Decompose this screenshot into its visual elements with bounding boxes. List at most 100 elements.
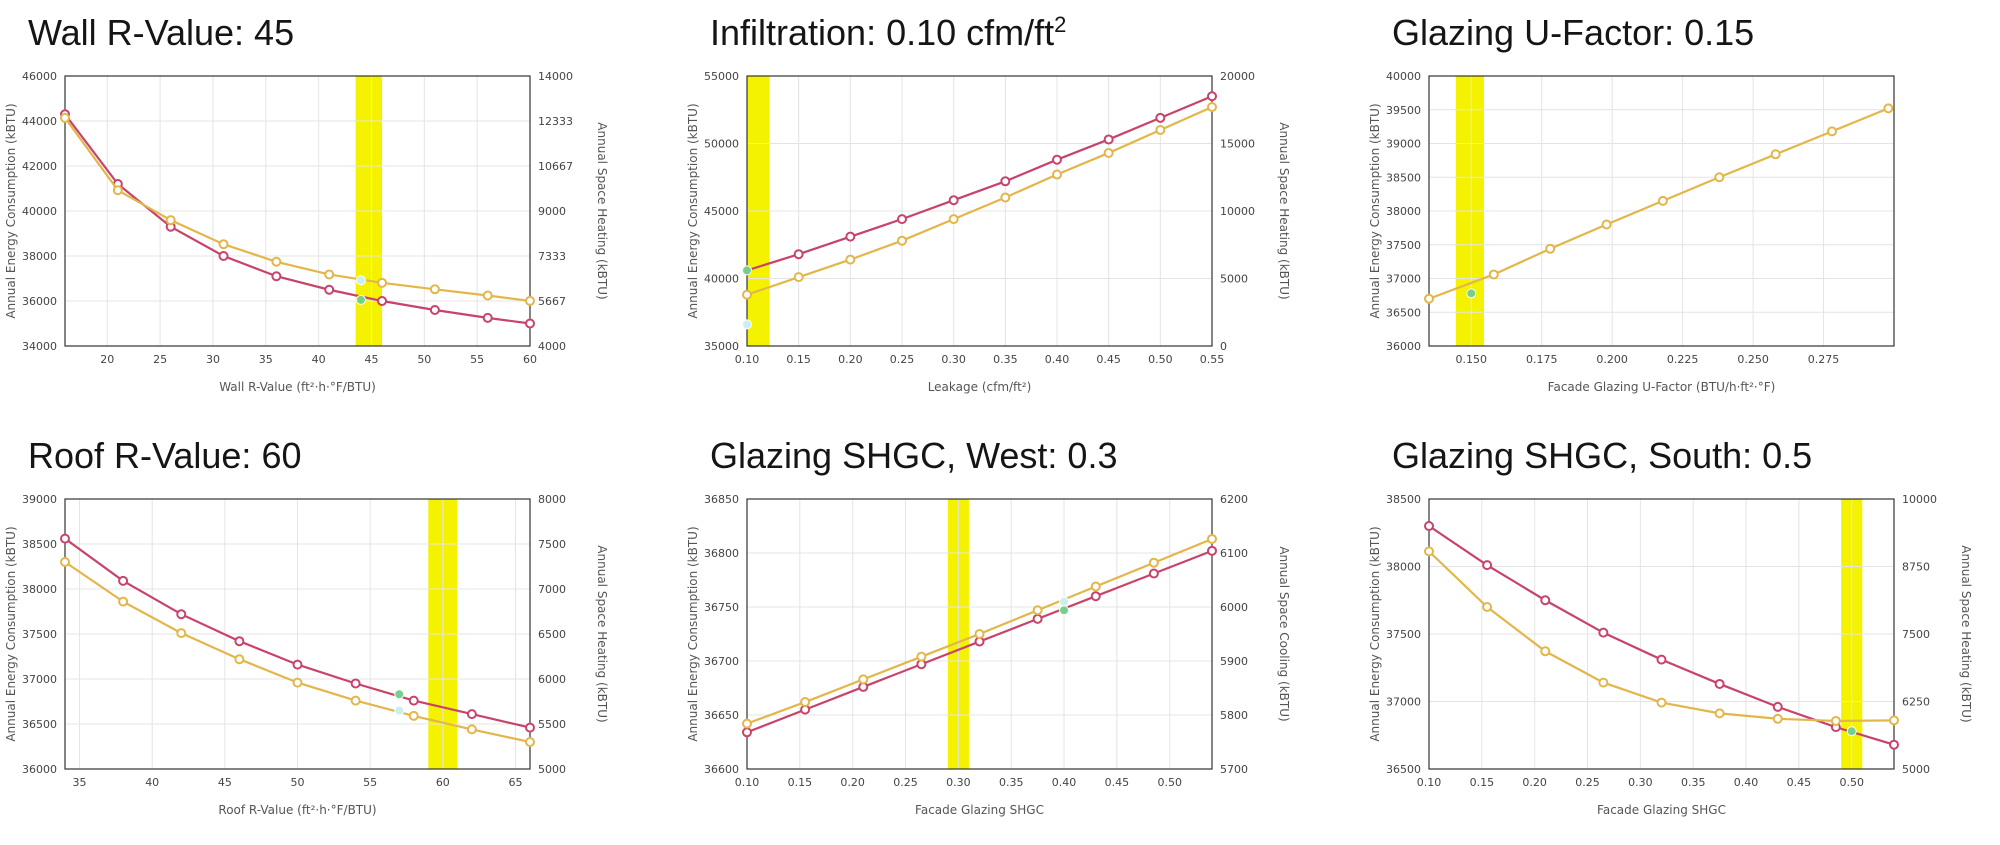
- series-1-point: [1830, 715, 1841, 726]
- series-0-point: [218, 251, 229, 261]
- series-1-point: [1000, 192, 1011, 203]
- x-axis-label: Roof R-Value (ft²·h·°F/BTU): [218, 803, 376, 817]
- x-tick-label: 0.30: [1628, 776, 1653, 789]
- current-value-marker: [1846, 726, 1857, 737]
- chart-title: Roof R-Value: 60: [28, 435, 302, 476]
- x-tick-label: 0.45: [1105, 776, 1130, 789]
- series-1-point: [1207, 102, 1217, 113]
- series-1-point: [742, 718, 752, 729]
- x-tick-label: 35: [73, 776, 87, 789]
- series-0-point: [1424, 521, 1434, 531]
- series-0-point: [1827, 126, 1837, 137]
- series-line-1: [64, 117, 531, 303]
- series-0-point: [1540, 595, 1551, 606]
- y-tick-label: 36000: [22, 295, 57, 308]
- y-tick-label: 39000: [1386, 138, 1421, 151]
- series-1-point: [1598, 677, 1609, 688]
- series-0-point: [1488, 269, 1499, 280]
- chart-panel-roof-r-value: Roof R-Value: 60 36000 36500 37000 37500 380…: [0, 423, 620, 823]
- y-tick-label: 37500: [22, 628, 57, 641]
- current-value-marker: [394, 689, 405, 700]
- x-tick-label: 40: [145, 776, 159, 789]
- chart-panel-glazing-shgc-south: Glazing SHGC, South: 0.5 36500 37000 37500…: [1364, 423, 1984, 823]
- y2-axis-label: Annual Space Heating (kBTU): [595, 545, 609, 722]
- plot-frame: [746, 75, 1213, 347]
- x-tick-label: 55: [363, 776, 377, 789]
- series-0-point: [1598, 627, 1609, 638]
- y2-tick-label: 6200: [1220, 493, 1248, 506]
- y-tick-label: 36500: [1386, 763, 1421, 776]
- x-tick-label: 60: [523, 353, 537, 366]
- series-1-point: [793, 272, 804, 283]
- x-tick-label: 0.30: [941, 353, 966, 366]
- series-1-point: [1482, 602, 1493, 612]
- series-1-point: [1052, 169, 1062, 180]
- series-0-point: [1601, 219, 1612, 230]
- y2-tick-label: 6000: [538, 673, 566, 686]
- y2-tick-label: 7000: [538, 583, 566, 596]
- y-tick-label: 34000: [22, 340, 57, 353]
- series-1-point: [525, 295, 535, 306]
- series-0-point: [948, 195, 959, 206]
- y2-tick-label: 6100: [1220, 547, 1248, 560]
- series-1-point: [800, 697, 811, 708]
- x-tick-label: 20: [100, 353, 114, 366]
- x-tick-label: 30: [206, 353, 220, 366]
- series-0-point: [408, 695, 419, 706]
- series-0-point: [1103, 134, 1114, 145]
- y2-tick-label: 7500: [1902, 628, 1930, 641]
- y2-tick-label: 7500: [538, 538, 566, 551]
- x-tick-label: 55: [470, 353, 484, 366]
- chart-svg: 36000 36500 37000 37500 38000 38500 39000 35 40 4…: [4, 493, 609, 817]
- y-axis-label: Annual Energy Consumption (kBTU): [1368, 103, 1382, 318]
- series-1-point: [118, 596, 129, 607]
- series-1-point: [377, 277, 388, 288]
- series-1-point: [60, 557, 70, 567]
- current-value-marker: [742, 265, 752, 276]
- current-value-marker: [742, 319, 752, 330]
- series-1-point: [60, 112, 70, 123]
- series-0-point: [1883, 103, 1894, 114]
- y2-tick-label: 10667: [538, 160, 573, 173]
- series-0-point: [1155, 112, 1166, 123]
- series-line-0: [1428, 107, 1889, 300]
- series-1-point: [858, 674, 869, 685]
- series-1-point: [897, 235, 907, 246]
- y-tick-label: 39000: [22, 493, 57, 506]
- series-1-point: [324, 269, 335, 280]
- x-tick-label: 40: [312, 353, 326, 366]
- series-1-point: [1090, 581, 1101, 592]
- y-axis-label: Annual Energy Consumption (kBTU): [4, 526, 18, 741]
- series-0-point: [1207, 545, 1217, 556]
- series-1-point: [1656, 697, 1667, 708]
- y2-tick-label: 5000: [538, 763, 566, 776]
- y2-tick-label: 14000: [538, 70, 573, 83]
- series-1-point: [218, 239, 229, 250]
- y2-tick-label: 6250: [1902, 696, 1930, 709]
- series-0-point: [897, 214, 907, 225]
- x-tick-label: 0.45: [1096, 353, 1121, 366]
- x-tick-label: 0.15: [788, 776, 813, 789]
- series-1-point: [292, 677, 303, 688]
- chart-title: Glazing SHGC, South: 0.5: [1392, 435, 1813, 476]
- plot-frame: [1428, 75, 1895, 347]
- y-tick-label: 50000: [704, 138, 739, 151]
- series-0-point: [1207, 91, 1217, 102]
- y2-tick-label: 5900: [1220, 655, 1248, 668]
- series-1-point: [1540, 646, 1551, 657]
- series-0-point: [1657, 195, 1668, 206]
- y-axis-label: Annual Energy Consumption (kBTU): [686, 103, 700, 318]
- y-tick-label: 38500: [1386, 493, 1421, 506]
- series-0-point: [466, 709, 477, 720]
- y-tick-label: 55000: [704, 70, 739, 83]
- y-tick-label: 36850: [704, 493, 739, 506]
- y2-tick-label: 5000: [1220, 273, 1248, 286]
- series-line-1: [746, 106, 1213, 296]
- y2-tick-label: 6500: [538, 628, 566, 641]
- series-1-point: [742, 289, 752, 300]
- x-tick-label: 0.15: [786, 353, 811, 366]
- series-0-point: [742, 727, 752, 738]
- series-0-point: [1148, 568, 1159, 579]
- series-1-point: [1714, 708, 1725, 719]
